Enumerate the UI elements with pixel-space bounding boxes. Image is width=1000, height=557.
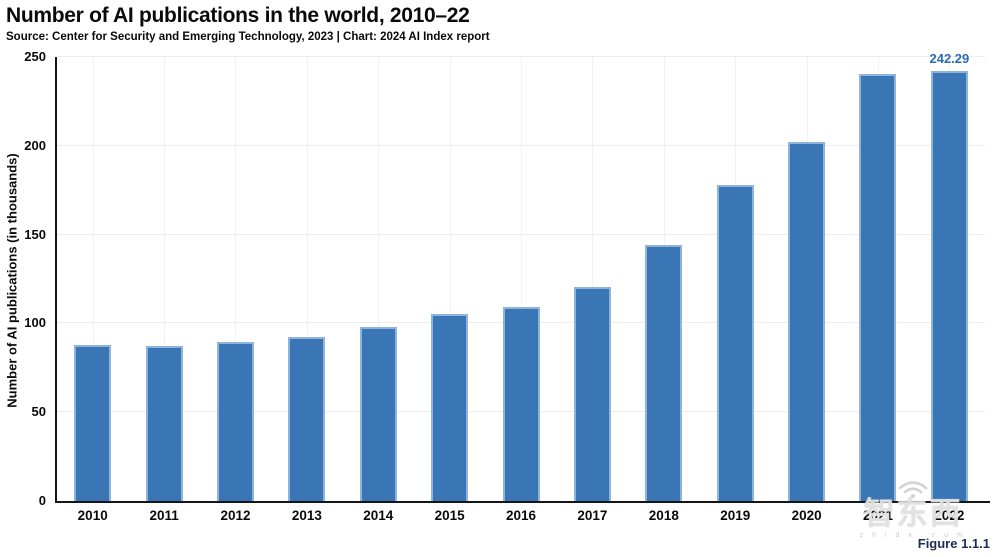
x-tick-label-2022: 2022 [934, 508, 965, 523]
column-2013: 2013 [271, 57, 342, 523]
y-tick-label-50: 50 [31, 404, 46, 420]
x-tick-label-2015: 2015 [434, 508, 465, 523]
bar-2020 [788, 141, 826, 501]
x-tick-label-2014: 2014 [363, 508, 394, 523]
gridline-x-2016 [521, 57, 523, 501]
x-tick-label-2016: 2016 [506, 508, 537, 523]
y-axis-title: Number of AI publications (in thousands) [4, 153, 20, 408]
bar-2012 [216, 342, 254, 501]
column-2018: 2018 [628, 57, 699, 523]
x-tick-label-2012: 2012 [220, 508, 251, 523]
x-tick-label-2020: 2020 [791, 508, 822, 523]
x-axis-line [55, 501, 990, 503]
bar-2010 [74, 344, 112, 501]
column-2022: 2022 242.29 [914, 51, 985, 523]
column-2011: 2011 [128, 57, 199, 523]
bar-value-label-2022: 242.29 [929, 50, 970, 66]
bar-2014 [359, 327, 397, 501]
gridline-x-2010 [92, 57, 94, 501]
column-2017: 2017 [557, 57, 628, 523]
x-tick-label-2017: 2017 [577, 508, 608, 523]
gridline-x-2011 [164, 57, 166, 501]
column-2014: 2014 [343, 57, 414, 523]
bar-2013 [288, 336, 326, 501]
x-tick-label-2010: 2010 [77, 508, 108, 523]
gridline-y-150 [57, 233, 985, 235]
chart-title: Number of AI publications in the world, … [6, 4, 470, 27]
bar-2018 [645, 244, 683, 501]
bar-columns: 2010 2011 2012 2013 2014 2015 2016 2017 2018 2019… [57, 51, 985, 523]
x-tick-label-2011: 2011 [149, 508, 179, 523]
column-2015: 2015 [414, 57, 485, 523]
column-2016: 2016 [485, 57, 556, 523]
x-tick-label-2018: 2018 [648, 508, 679, 523]
bar-2015 [431, 314, 469, 501]
column-2010: 2010 [57, 57, 128, 523]
y-tick-label-100: 100 [24, 315, 46, 331]
column-2012: 2012 [200, 57, 271, 523]
gridline-y-250 [57, 56, 985, 57]
bar-2011 [145, 346, 183, 501]
x-tick-label-2013: 2013 [291, 508, 322, 523]
bar-2019 [716, 185, 754, 501]
chart-header: Number of AI publications in the world, … [6, 4, 490, 43]
x-tick-label-2019: 2019 [720, 508, 751, 523]
bar-2016 [502, 307, 540, 501]
gridline-x-2017 [592, 57, 594, 501]
gridline-x-2015 [449, 57, 451, 501]
y-tick-label-0: 0 [38, 493, 46, 508]
chart-subtitle: Source: Center for Security and Emerging… [6, 31, 490, 44]
gridline-y-200 [57, 144, 985, 146]
gridline-x-2013 [306, 57, 308, 501]
bar-2017 [573, 286, 611, 501]
plot-area: 2010 2011 2012 2013 2014 2015 2016 2017 2018 2019… [57, 51, 985, 523]
y-tick-label-150: 150 [24, 226, 46, 242]
column-2021: 2021 [842, 57, 913, 523]
column-2019: 2019 [700, 57, 771, 523]
y-tick-label-200: 200 [24, 137, 46, 153]
y-axis-line [55, 57, 57, 503]
gridline-x-2012 [235, 57, 237, 501]
y-tick-label-250: 250 [24, 49, 46, 64]
x-tick-label-2021: 2021 [862, 508, 894, 523]
figure-label: Figure 1.1.1 [917, 536, 990, 551]
bar-2022 [930, 70, 968, 501]
bar-2021 [859, 73, 897, 501]
gridline-x-2014 [378, 57, 380, 501]
column-2020: 2020 [771, 57, 842, 523]
